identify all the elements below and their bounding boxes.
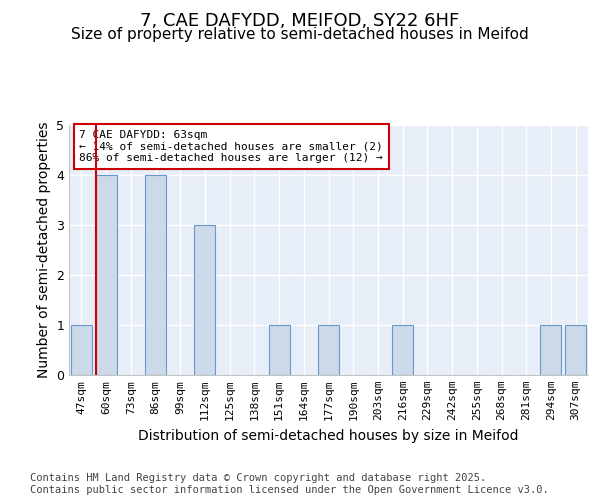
Bar [269, 325, 290, 375]
Bar [95, 175, 116, 375]
Bar [541, 325, 562, 375]
Bar [71, 325, 92, 375]
Bar [318, 325, 339, 375]
Bar [145, 175, 166, 375]
Text: Contains HM Land Registry data © Crown copyright and database right 2025.
Contai: Contains HM Land Registry data © Crown c… [30, 474, 549, 495]
Bar [392, 325, 413, 375]
Text: 7 CAE DAFYDD: 63sqm
← 14% of semi-detached houses are smaller (2)
86% of semi-de: 7 CAE DAFYDD: 63sqm ← 14% of semi-detach… [79, 130, 383, 163]
Text: Size of property relative to semi-detached houses in Meifod: Size of property relative to semi-detach… [71, 28, 529, 42]
Bar [565, 325, 586, 375]
Text: 7, CAE DAFYDD, MEIFOD, SY22 6HF: 7, CAE DAFYDD, MEIFOD, SY22 6HF [140, 12, 460, 30]
X-axis label: Distribution of semi-detached houses by size in Meifod: Distribution of semi-detached houses by … [138, 428, 519, 442]
Bar [194, 225, 215, 375]
Y-axis label: Number of semi-detached properties: Number of semi-detached properties [37, 122, 50, 378]
